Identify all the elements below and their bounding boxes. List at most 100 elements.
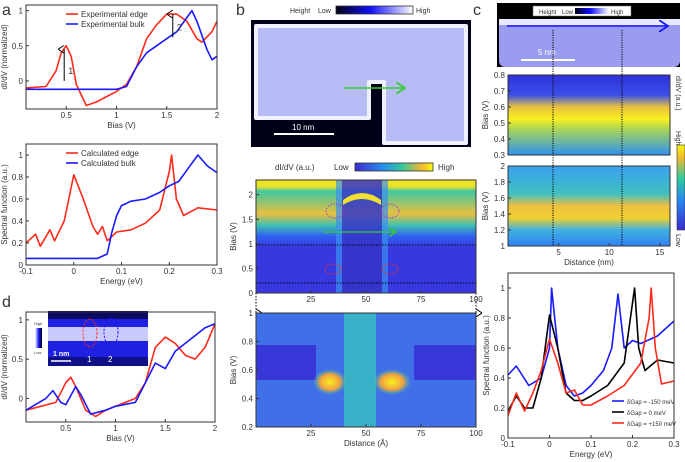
peak-label: 2	[177, 22, 182, 32]
scalebar-label: 10 nm	[292, 123, 315, 132]
colorbar-title: Height	[290, 8, 310, 15]
plot-frame	[507, 74, 671, 156]
panel-label-b: b	[236, 2, 245, 19]
y-axis-label: Bias (V)	[481, 191, 490, 220]
inset-image-d: 1 2 1 nm High Low	[34, 311, 148, 366]
chart-b_zoom: 25 50 75 100 0.2 0.4 0.6 0.8 1 Distance (Å) Bias (…	[229, 309, 483, 448]
y-tick-label: 1	[19, 7, 24, 16]
plot-frame	[507, 165, 671, 247]
series-line-0	[507, 287, 675, 397]
panel-label-a: a	[2, 2, 11, 19]
y-tick-label: 0.4	[242, 395, 254, 404]
y-tick-label: 2	[249, 191, 254, 200]
y-tick-label: 2	[501, 162, 506, 171]
height-colorbar-b: Height Low High	[290, 5, 431, 15]
x-tick-label: 25	[307, 429, 316, 438]
y-tick-label: 0.8	[494, 314, 506, 323]
topography-image-c: 5 nm Height Low High	[497, 3, 680, 67]
colorbar-high: High	[34, 321, 42, 326]
x-tick-label: 50	[362, 295, 371, 304]
y-tick-label: 0.3	[494, 151, 506, 160]
legend-entry: Calculated bulk	[81, 159, 137, 168]
y-tick-label: 0	[19, 77, 24, 86]
y-tick-label: 0.2	[242, 423, 254, 432]
y-tick-label: 0.4	[494, 135, 506, 144]
colorbar-low: Low	[34, 350, 41, 355]
x-tick-label: 0.2	[164, 267, 176, 276]
scalebar-label: 5 nm	[538, 48, 556, 57]
y-tick-label: 0	[249, 289, 254, 298]
x-axis-label: Distance (Å)	[344, 439, 388, 448]
scalebar-label: 1 nm	[53, 351, 69, 358]
heatmap-b	[255, 180, 476, 313]
plot-frame	[25, 311, 216, 423]
panel-label-d: d	[2, 294, 11, 311]
heatmap-c-high	[508, 166, 670, 246]
x-tick-label: 0.5	[60, 424, 72, 433]
colorbar-low: Low	[318, 8, 332, 15]
y-tick-label: 0.2	[12, 239, 24, 248]
x-tick-label: 2	[215, 111, 220, 120]
y-tick-label: 1.6	[494, 194, 506, 203]
x-axis-label: Distance (nm)	[564, 258, 614, 267]
didv-colorbar-c: dI/dV (a.u.) High Low	[674, 76, 685, 248]
x-tick-label: 2	[213, 424, 218, 433]
x-tick-label: 1	[113, 424, 118, 433]
y-tick-label: 0.4	[494, 374, 506, 383]
y-tick-label: 0.5	[494, 119, 506, 128]
y-axis-label: Bias (V)	[229, 222, 238, 251]
y-tick-label: 0.5	[12, 355, 24, 364]
y-axis-label: dI/dV (normalized)	[0, 24, 9, 90]
x-tick-label: 0	[547, 440, 552, 449]
peak-label: 1	[68, 66, 73, 76]
y-tick-label: 0	[19, 394, 24, 403]
x-tick-label: 1.5	[161, 111, 173, 120]
x-tick-label: -0.1	[19, 267, 33, 276]
colorbar-low: Low	[674, 234, 681, 248]
y-tick-label: 0.8	[12, 173, 24, 182]
legend-entry: Experimental bulk	[81, 20, 146, 29]
x-tick-label: 100	[469, 429, 483, 438]
y-tick-label: 0.6	[494, 344, 506, 353]
y-tick-label: 1	[19, 151, 24, 160]
series-line-0	[25, 154, 218, 248]
x-axis-label: Energy (eV)	[570, 450, 613, 459]
x-axis-label: Energy (eV)	[100, 277, 143, 286]
series-line-1	[507, 287, 675, 412]
legend-entry: δGap = 0 meV	[627, 411, 666, 417]
y-tick-label: 0.5	[242, 264, 254, 273]
y-tick-label: 0.5	[12, 42, 24, 51]
series-line-2	[507, 287, 675, 416]
colorbar-high: High	[674, 131, 681, 146]
panel-label-c: c	[473, 2, 481, 19]
heatmap-b-zoom	[256, 313, 476, 427]
y-tick-label: 1	[19, 316, 24, 325]
y-tick-label: 0.6	[242, 366, 254, 375]
colorbar-high: High	[416, 8, 431, 15]
y-tick-label: 1.8	[494, 178, 506, 187]
inset-marker-2: 2	[108, 355, 113, 364]
y-tick-label: 1	[501, 242, 506, 251]
plot-frame	[25, 4, 218, 110]
y-axis-label: dI/dV (normalized)	[0, 334, 9, 400]
x-tick-label: 25	[307, 295, 316, 304]
x-tick-label: 0	[72, 267, 77, 276]
x-tick-label: 5	[556, 248, 561, 257]
x-tick-label: 75	[417, 429, 426, 438]
colorbar-title: dI/dV (a.u.)	[674, 76, 681, 111]
x-tick-label: 0.2	[627, 440, 639, 449]
x-tick-label: 75	[417, 295, 426, 304]
y-tick-label: 0.8	[494, 71, 506, 80]
x-axis-label: Bias (V)	[107, 121, 136, 130]
chart-b_map: 25 50 75 100 0 0.5 1 1.5 2 Bias (V)	[229, 179, 483, 304]
x-axis-label: Bias (V)	[106, 434, 135, 443]
y-tick-label: 0	[501, 434, 506, 443]
colorbar-low: Low	[334, 163, 349, 172]
y-axis-label: Spectral function (a.u.)	[482, 315, 491, 396]
series-line-1	[26, 9, 218, 91]
x-tick-label: 0.1	[585, 440, 597, 449]
y-tick-label: 0.7	[494, 87, 506, 96]
y-tick-label: 0.8	[242, 338, 254, 347]
y-tick-label: 0.6	[12, 195, 24, 204]
